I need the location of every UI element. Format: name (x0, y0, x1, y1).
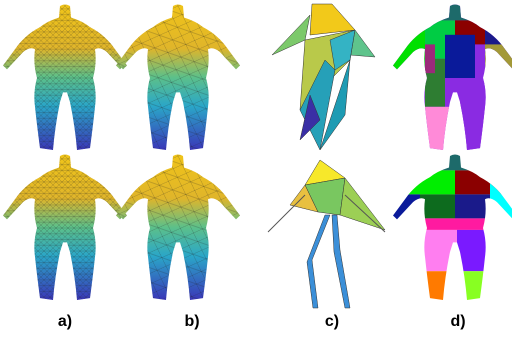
panel-label: a) (58, 313, 72, 330)
panel-label: c) (325, 313, 339, 330)
simplified-mesh-bottom (268, 160, 385, 308)
segmentation-bottom (385, 151, 512, 305)
panel-label: b) (184, 313, 199, 330)
mesh-fine-bottom (3, 155, 127, 300)
panel-label: d) (450, 313, 465, 330)
mesh-coarse-top (116, 5, 240, 150)
segmentation-top (385, 1, 512, 155)
simplified-mesh-top (272, 4, 375, 150)
mesh-coarse-bottom (116, 155, 240, 300)
figure: a) b) c) d) (0, 0, 512, 337)
mesh-fine-top (3, 5, 127, 150)
